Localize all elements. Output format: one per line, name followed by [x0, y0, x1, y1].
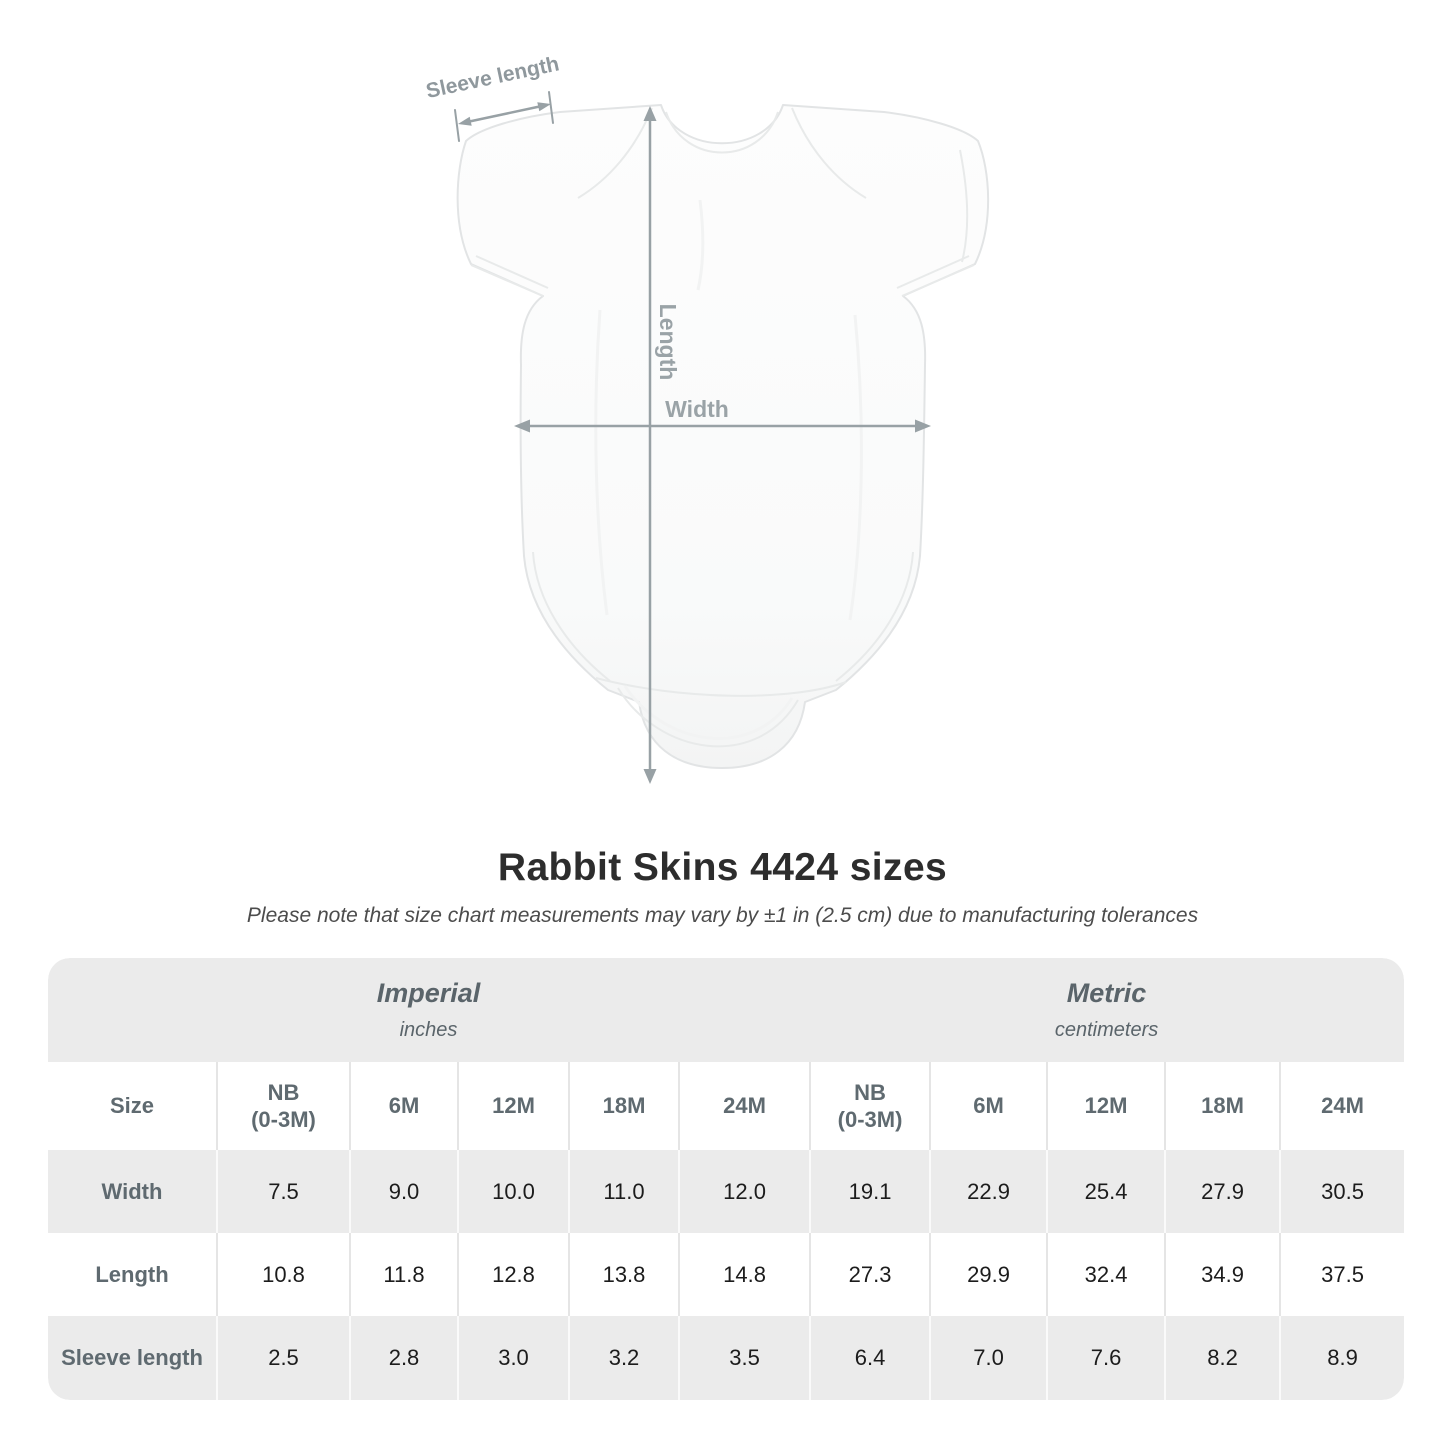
- metric-label: Metric: [1066, 978, 1147, 1008]
- table-cell: 32.4: [1046, 1233, 1165, 1316]
- bodysuit-diagram-svg: Sleeve length Length Width: [424, 52, 990, 784]
- product-measurement-diagram: Sleeve length Length Width: [424, 52, 990, 784]
- table-cell: 14.8: [678, 1233, 810, 1316]
- table-cell: 12.0: [678, 1150, 810, 1233]
- length-arrow: [643, 106, 657, 784]
- table-cell: 11.8: [349, 1233, 457, 1316]
- table-cell: 7.5: [216, 1150, 349, 1233]
- size-header-row: Size NB (0-3M) 6M 12M 18M 24M NB (0-3M) …: [48, 1062, 1404, 1150]
- table-cell: 7.6: [1046, 1316, 1165, 1400]
- table-cell: 27.3: [809, 1233, 930, 1316]
- width-label: Width: [665, 396, 729, 422]
- imperial-unit-label: inches: [399, 1019, 458, 1041]
- metric-unit-label: centimeters: [1054, 1019, 1159, 1041]
- title-block: Rabbit Skins 4424 sizes Please note that…: [0, 846, 1445, 928]
- col-header-18m-metric: 18M: [1164, 1062, 1280, 1150]
- table-cell: 25.4: [1046, 1150, 1165, 1233]
- table-cell: 7.0: [929, 1316, 1047, 1400]
- sleeve-length-label: Sleeve length: [424, 52, 561, 103]
- col-header-6m-metric: 6M: [929, 1062, 1047, 1150]
- metric-header-cell: Metric centimeters: [809, 958, 1404, 1062]
- table-cell: 22.9: [929, 1150, 1047, 1233]
- table-cell: 2.8: [349, 1316, 457, 1400]
- table-row-sleeve-length: Sleeve length 2.5 2.8 3.0 3.2 3.5 6.4 7.…: [48, 1316, 1404, 1400]
- row-label-length: Length: [48, 1233, 216, 1316]
- table-cell: 37.5: [1279, 1233, 1404, 1316]
- table-cell: 27.9: [1164, 1150, 1280, 1233]
- unit-header-row: Imperial inches Metric centimeters: [48, 958, 1404, 1062]
- table-cell: 29.9: [929, 1233, 1047, 1316]
- table-cell: 12.8: [457, 1233, 568, 1316]
- size-chart: Imperial inches Metric centimeters Size …: [48, 958, 1404, 1400]
- table-cell: 3.2: [568, 1316, 678, 1400]
- col-header-nb-metric: NB (0-3M): [809, 1062, 930, 1150]
- size-column-header: Size: [48, 1062, 216, 1150]
- table-cell: 8.9: [1279, 1316, 1404, 1400]
- table-cell: 8.2: [1164, 1316, 1280, 1400]
- table-cell: 2.5: [216, 1316, 349, 1400]
- table-cell: 6.4: [809, 1316, 930, 1400]
- col-header-12m-metric: 12M: [1046, 1062, 1165, 1150]
- bodysuit-outline: [456, 104, 990, 769]
- col-header-nb-imperial: NB (0-3M): [216, 1062, 349, 1150]
- table-cell: 10.0: [457, 1150, 568, 1233]
- table-cell: 19.1: [809, 1150, 930, 1233]
- table-row-width: Width 7.5 9.0 10.0 11.0 12.0 19.1 22.9 2…: [48, 1150, 1404, 1233]
- size-disclaimer: Please note that size chart measurements…: [246, 904, 1199, 927]
- width-arrow: [514, 419, 931, 433]
- table-cell: 11.0: [568, 1150, 678, 1233]
- table-cell: 3.0: [457, 1316, 568, 1400]
- table-cell: 30.5: [1279, 1150, 1404, 1233]
- length-label: Length: [655, 304, 681, 381]
- table-cell: 13.8: [568, 1233, 678, 1316]
- table-cell: 34.9: [1164, 1233, 1280, 1316]
- col-header-18m-imperial: 18M: [568, 1062, 678, 1150]
- bodysuit-fold-shading: [594, 199, 863, 740]
- size-chart-table: Imperial inches Metric centimeters Size …: [48, 958, 1404, 1400]
- col-header-24m-metric: 24M: [1279, 1062, 1404, 1150]
- table-cell: 10.8: [216, 1233, 349, 1316]
- measurement-annotations: [454, 91, 931, 784]
- row-label-width: Width: [48, 1150, 216, 1233]
- table-cell: 3.5: [678, 1316, 810, 1400]
- row-label-sleeve-length: Sleeve length: [48, 1316, 216, 1400]
- page-title: Rabbit Skins 4424 sizes: [497, 846, 948, 889]
- bodysuit-illustration: [456, 104, 990, 769]
- imperial-header-cell: Imperial inches: [48, 958, 810, 1062]
- sleeve-length-arrow: [454, 91, 554, 142]
- table-cell: 9.0: [349, 1150, 457, 1233]
- col-header-6m-imperial: 6M: [349, 1062, 457, 1150]
- table-row-length: Length 10.8 11.8 12.8 13.8 14.8 27.3 29.…: [48, 1233, 1404, 1316]
- imperial-label: Imperial: [376, 978, 481, 1008]
- col-header-12m-imperial: 12M: [457, 1062, 568, 1150]
- col-header-24m-imperial: 24M: [678, 1062, 810, 1150]
